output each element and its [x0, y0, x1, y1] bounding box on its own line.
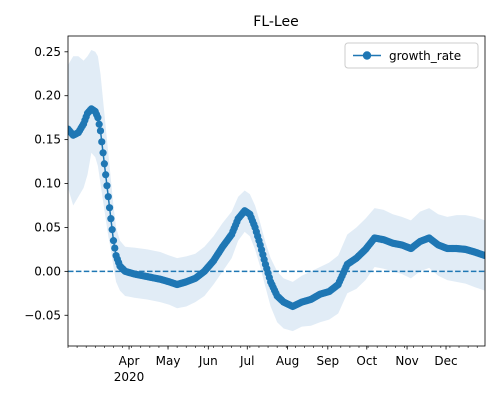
x-tick-label: Apr	[119, 354, 140, 368]
legend-marker	[362, 51, 372, 60]
x-tick-label: May	[156, 354, 181, 368]
legend-box	[344, 42, 479, 69]
x-tick-sublabel: 2020	[114, 370, 145, 384]
data-point	[98, 138, 106, 146]
data-point	[105, 204, 114, 212]
x-tick-label: Aug	[276, 354, 299, 368]
plot-area: −0.05 0.00 0.05 0.10 0.15 0.20 0.25 Apr 2020 May J…	[24, 35, 486, 384]
data-point	[108, 226, 116, 234]
data-point	[99, 149, 107, 157]
x-tick-label: Jul	[239, 354, 254, 368]
plot-inner	[68, 50, 485, 332]
chart-title: FL-Lee	[253, 14, 298, 30]
legend-label: growth_rate	[389, 49, 461, 63]
x-tick-label: Dec	[434, 354, 457, 368]
axes-frame	[67, 35, 486, 347]
x-tick-label: Sep	[317, 354, 340, 368]
y-tick-label: 0.10	[34, 177, 61, 191]
y-tick-label: 0.20	[34, 89, 61, 103]
y-tick-label: 0.05	[34, 220, 61, 234]
x-tick-label: Oct	[356, 354, 377, 368]
data-point	[109, 237, 118, 245]
data-point	[107, 215, 115, 223]
data-point	[103, 182, 111, 190]
data-point	[100, 160, 108, 168]
x-tick-label: Nov	[395, 354, 418, 368]
y-tick-label: 0.00	[34, 264, 61, 278]
data-point	[96, 127, 105, 135]
y-tick-label: −0.05	[24, 308, 61, 322]
data-point	[111, 244, 119, 252]
data-point	[481, 251, 485, 260]
confidence-band	[68, 50, 485, 332]
data-point	[94, 114, 102, 122]
legend: growth_rate	[344, 42, 479, 69]
y-tick-label: 0.15	[34, 133, 61, 147]
data-point	[102, 171, 110, 179]
data-point	[95, 120, 103, 128]
x-tick-label: Jun	[198, 354, 218, 368]
data-point	[104, 193, 112, 201]
y-tick-label: 0.25	[34, 45, 61, 59]
